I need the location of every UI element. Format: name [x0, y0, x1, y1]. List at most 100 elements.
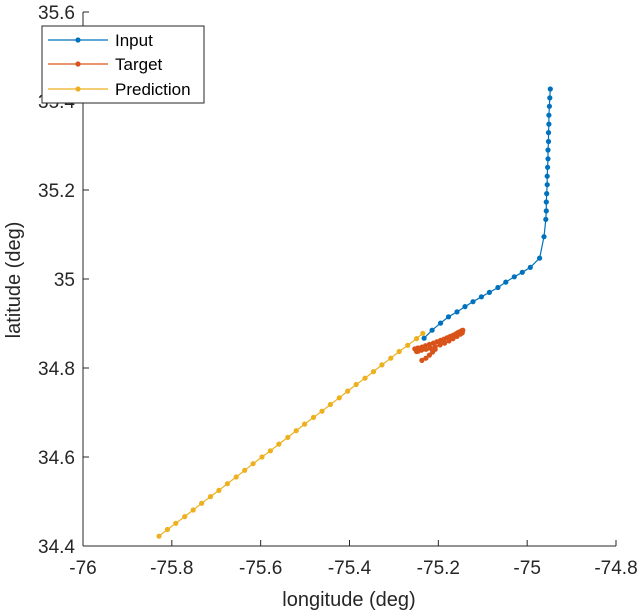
legend: Input Target Prediction [41, 25, 205, 104]
data-point-prediction [276, 441, 282, 447]
data-point-prediction [405, 342, 411, 348]
legend-marker-target [75, 61, 81, 67]
data-point-prediction [173, 520, 179, 526]
legend-label-target: Target [115, 55, 163, 74]
data-point-prediction [293, 428, 299, 434]
data-point-input [541, 234, 547, 240]
data-point-target [442, 340, 448, 346]
data-point-input [546, 121, 552, 127]
data-point-input [486, 289, 492, 295]
data-point-input [543, 199, 549, 205]
legend-entry-input: Input [48, 31, 153, 50]
data-point-input [462, 304, 468, 310]
data-point-input [547, 86, 553, 92]
legend-entry-prediction: Prediction [48, 80, 191, 99]
data-point-prediction [319, 408, 325, 414]
series-line-input [423, 88, 551, 339]
data-point-target [422, 343, 429, 349]
data-point-target [426, 341, 432, 347]
data-point-prediction [336, 395, 342, 401]
data-point-input [543, 208, 549, 214]
data-point-prediction [164, 526, 170, 533]
y-tick-label: 35.2 [38, 181, 75, 202]
data-point-prediction [156, 533, 162, 539]
data-point-input [544, 173, 550, 179]
legend-marker-input [75, 37, 81, 43]
data-point-input [543, 216, 549, 222]
data-point-input [545, 147, 551, 153]
data-point-input [546, 112, 552, 118]
data-point-prediction [224, 481, 230, 487]
legend-label-input: Input [115, 31, 153, 50]
x-tick-label: -75.2 [417, 558, 460, 579]
x-tick-label: -75 [513, 558, 540, 579]
data-point-input [478, 294, 484, 300]
legend-marker-prediction [75, 86, 81, 92]
data-point-input [421, 335, 427, 341]
data-point-input [519, 269, 525, 275]
data-point-target [423, 355, 429, 361]
data-point-target [460, 327, 466, 333]
x-tick-label: -75.8 [150, 558, 193, 579]
data-point-prediction [396, 348, 402, 355]
data-point-input [429, 327, 435, 333]
data-point-input [454, 309, 460, 315]
data-point-prediction [362, 375, 368, 381]
x-tick-label: -74.8 [594, 558, 637, 579]
data-point-input [503, 279, 509, 285]
data-point-prediction [250, 461, 256, 467]
data-point-prediction [302, 421, 308, 427]
data-point-input [545, 130, 552, 136]
data-point-input [545, 138, 552, 145]
data-point-prediction [353, 381, 359, 388]
y-tick-label: 35 [54, 270, 75, 291]
data-point-target [419, 357, 425, 363]
y-tick-label: 35.6 [38, 3, 75, 24]
data-point-input [527, 264, 533, 270]
data-point-prediction [216, 487, 222, 493]
series-target [412, 327, 466, 363]
data-point-input [545, 156, 551, 162]
data-point-input [544, 191, 550, 197]
data-point-prediction [242, 467, 248, 473]
y-tick-label: 34.4 [38, 537, 75, 558]
data-point-prediction [370, 369, 377, 375]
data-point-prediction [233, 474, 239, 480]
series-layer [156, 86, 553, 539]
y-tick-label: 34.6 [38, 448, 75, 469]
data-point-input [470, 299, 476, 305]
data-point-target [415, 345, 421, 351]
x-tick-labels: -76 -75.8 -75.6 -75.4 -75.2 -75 -74.8 [69, 558, 637, 579]
data-point-prediction [327, 401, 333, 408]
legend-entry-target: Target [48, 55, 163, 74]
data-point-input [511, 274, 517, 280]
data-point-input [438, 320, 444, 326]
data-point-input [544, 182, 550, 188]
data-point-prediction [259, 454, 265, 460]
legend-label-prediction: Prediction [115, 80, 191, 99]
data-point-input [545, 164, 551, 170]
x-tick-label: -76 [69, 558, 96, 579]
data-point-prediction [414, 336, 420, 342]
data-point-prediction [267, 448, 273, 454]
series-input [421, 86, 553, 341]
data-point-prediction [190, 507, 196, 513]
series-prediction [156, 330, 426, 539]
data-point-prediction [199, 500, 205, 506]
data-point-prediction [310, 414, 317, 420]
data-point-prediction [207, 494, 214, 500]
data-point-prediction [420, 330, 426, 336]
data-point-target [437, 342, 443, 348]
data-point-prediction [285, 434, 291, 440]
data-point-prediction [379, 362, 385, 368]
data-point-input [495, 284, 501, 291]
x-axis-label: longitude (deg) [282, 589, 415, 611]
data-point-prediction [182, 514, 188, 520]
data-point-input [537, 255, 543, 261]
data-point-input [546, 103, 553, 109]
x-tick-label: -75.4 [328, 558, 372, 579]
data-point-input [445, 314, 452, 320]
x-tick-label: -75.6 [239, 558, 282, 579]
y-axis-label: latitude (deg) [3, 222, 25, 339]
